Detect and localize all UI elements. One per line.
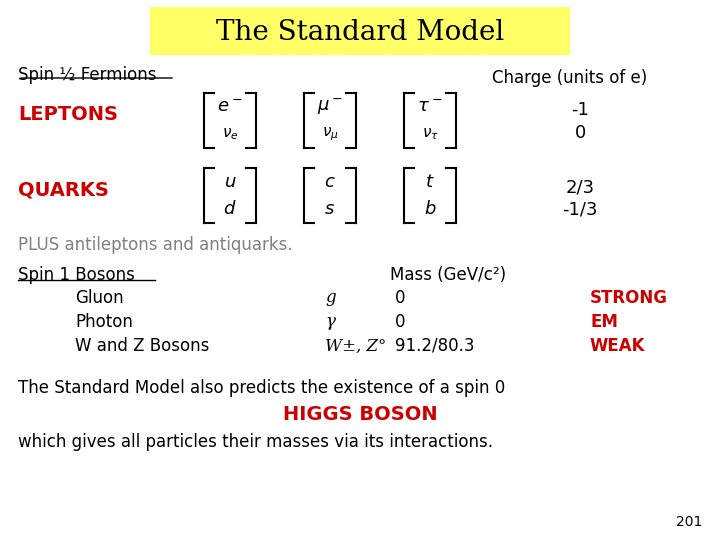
Text: WEAK: WEAK [590,337,646,355]
Text: 0: 0 [395,313,405,331]
Text: W and Z Bosons: W and Z Bosons [75,337,210,355]
Text: $c$: $c$ [324,173,336,191]
FancyBboxPatch shape [150,7,570,55]
Text: 0: 0 [395,289,405,307]
Text: $\tau^-$: $\tau^-$ [418,98,443,116]
Text: W±, Z°: W±, Z° [325,338,387,354]
Text: $\nu_\tau$: $\nu_\tau$ [421,126,438,142]
Text: EM: EM [590,313,618,331]
Text: 2/3: 2/3 [565,179,595,197]
Text: g: g [325,289,336,307]
Text: Spin ½ Fermions: Spin ½ Fermions [18,66,156,84]
Text: 201: 201 [675,515,702,529]
Text: $d$: $d$ [223,200,237,218]
Text: $\nu_e$: $\nu_e$ [222,126,238,142]
Text: PLUS antileptons and antiquarks.: PLUS antileptons and antiquarks. [18,236,292,254]
Text: Spin 1 Bosons: Spin 1 Bosons [18,266,135,284]
Text: QUARKS: QUARKS [18,180,109,199]
Text: HIGGS BOSON: HIGGS BOSON [283,406,437,424]
Text: Photon: Photon [75,313,133,331]
Text: LEPTONS: LEPTONS [18,105,118,125]
Text: γ: γ [325,314,335,330]
Text: $s$: $s$ [325,200,336,218]
Text: 91.2/80.3: 91.2/80.3 [395,337,474,355]
Text: STRONG: STRONG [590,289,668,307]
Text: -1: -1 [571,101,589,119]
Text: Gluon: Gluon [75,289,124,307]
Text: The Standard Model also predicts the existence of a spin 0: The Standard Model also predicts the exi… [18,379,505,397]
Text: -1/3: -1/3 [562,201,598,219]
Text: $b$: $b$ [423,200,436,218]
Text: Mass (GeV/c²): Mass (GeV/c²) [390,266,506,284]
Text: $u$: $u$ [224,173,236,191]
Text: 0: 0 [575,124,585,142]
Text: $t$: $t$ [426,173,435,191]
Text: $\mu^-$: $\mu^-$ [317,97,343,117]
Text: $e^-$: $e^-$ [217,98,243,116]
Text: $\nu_\mu$: $\nu_\mu$ [322,125,338,143]
Text: Charge (units of e): Charge (units of e) [492,69,647,87]
Text: which gives all particles their masses via its interactions.: which gives all particles their masses v… [18,433,493,451]
Text: The Standard Model: The Standard Model [216,18,504,45]
